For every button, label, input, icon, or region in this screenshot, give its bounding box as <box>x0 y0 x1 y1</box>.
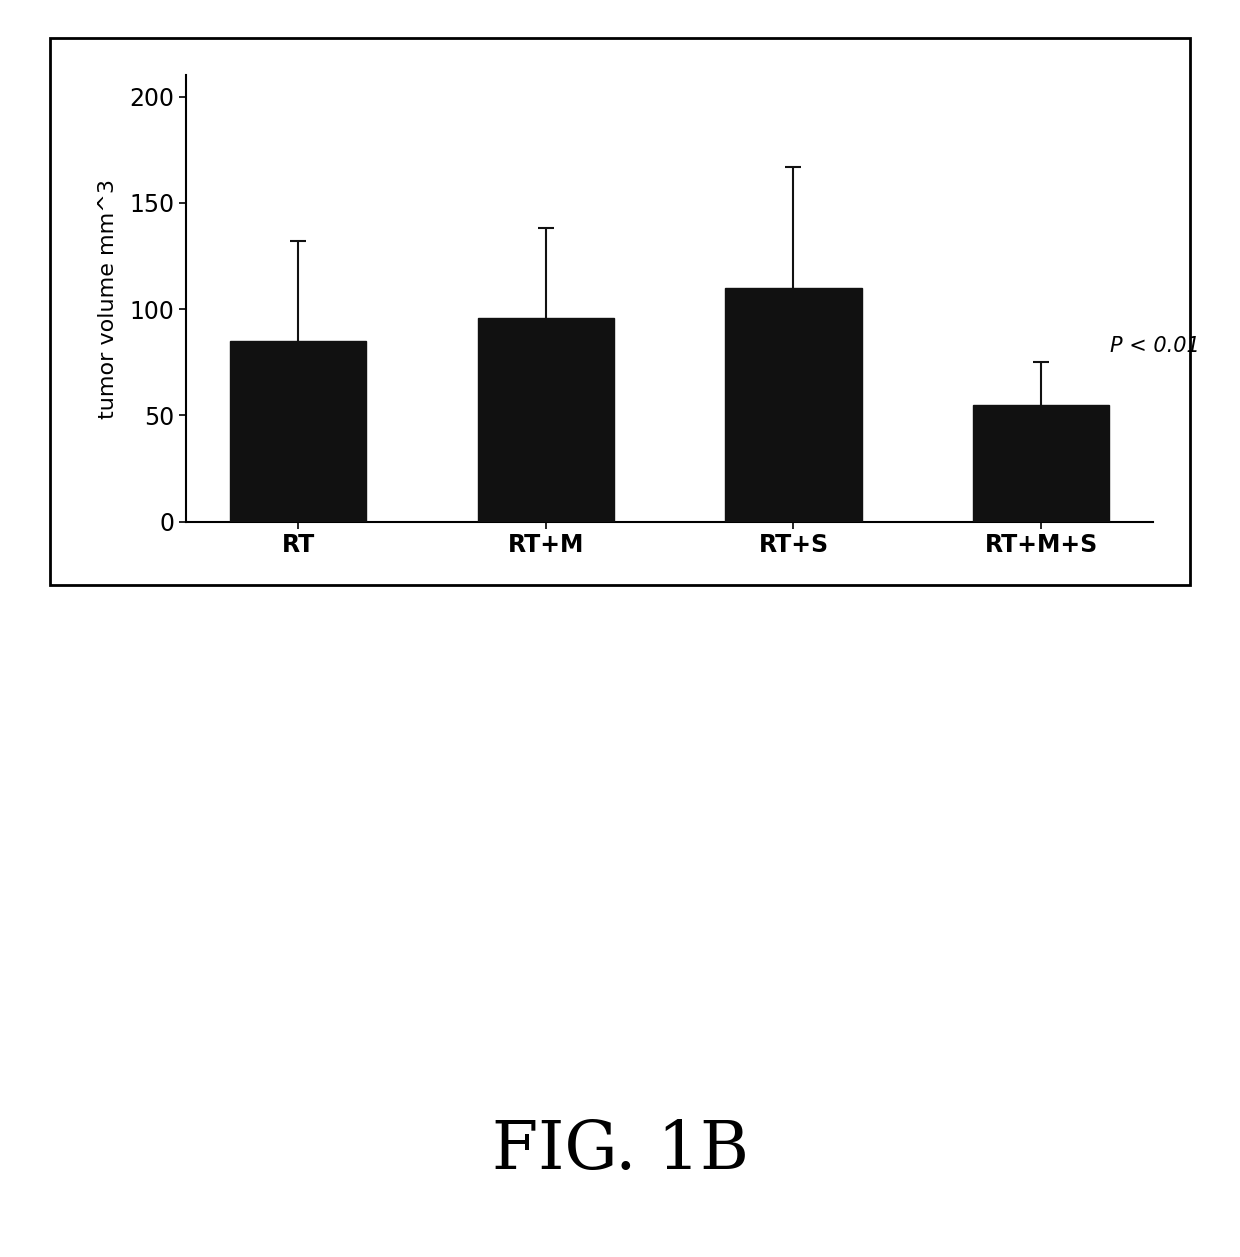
Y-axis label: tumor volume mm^3: tumor volume mm^3 <box>98 178 118 419</box>
Bar <box>477 318 614 522</box>
Bar <box>973 405 1110 522</box>
Bar <box>229 341 366 522</box>
Text: P < 0.01: P < 0.01 <box>1111 336 1200 356</box>
Text: FIG. 1B: FIG. 1B <box>491 1117 749 1183</box>
Bar <box>725 288 862 522</box>
